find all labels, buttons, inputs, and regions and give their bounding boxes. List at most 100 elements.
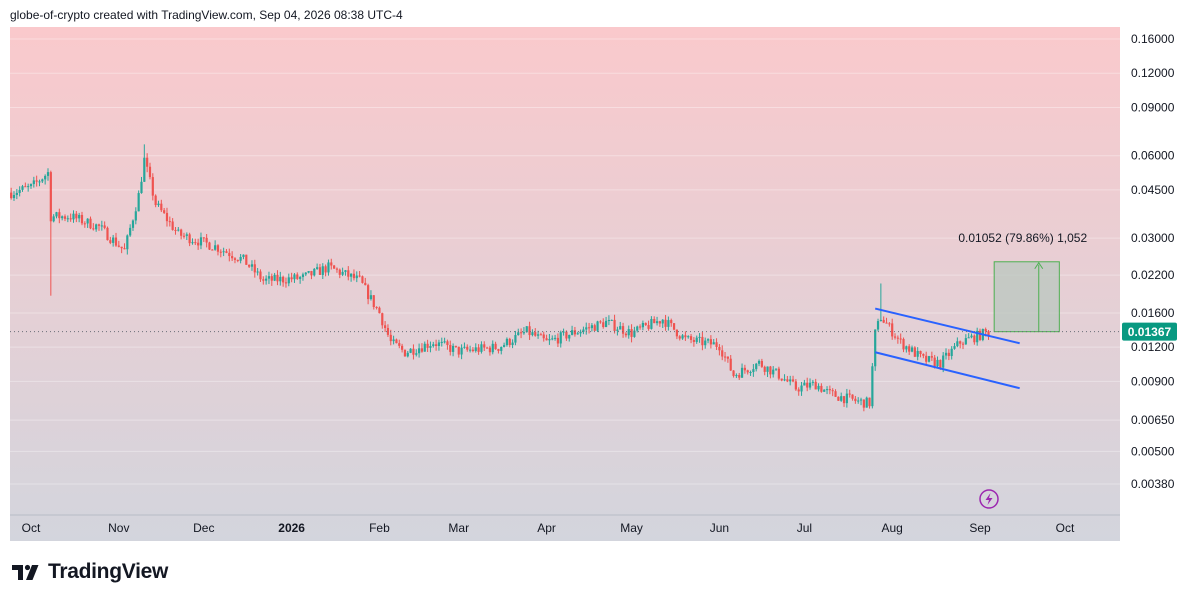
- candle-down: [384, 321, 387, 332]
- candle-up: [576, 331, 579, 335]
- candle-body: [429, 346, 432, 348]
- candle-body: [630, 329, 633, 337]
- x-tick-label: Jul: [797, 521, 812, 535]
- candle-down: [395, 338, 398, 344]
- candle-body: [820, 385, 823, 392]
- candle-up: [27, 183, 30, 192]
- candle-down: [485, 346, 489, 349]
- candle-up: [66, 215, 69, 223]
- candle-up: [307, 271, 310, 274]
- candle-body: [154, 195, 157, 206]
- candle-body: [276, 274, 279, 282]
- candle-down: [828, 385, 831, 395]
- candle-body: [562, 331, 565, 333]
- candle-up: [568, 334, 571, 342]
- candle-down: [488, 345, 492, 356]
- candle-body: [834, 391, 837, 397]
- candle-body: [723, 356, 727, 358]
- candle-up: [823, 389, 826, 392]
- candle-body: [457, 346, 460, 355]
- candle-body: [205, 237, 208, 243]
- candle-up: [299, 275, 302, 284]
- candle-down: [684, 331, 687, 341]
- candle-body: [721, 350, 724, 357]
- candle-up: [500, 346, 503, 355]
- tradingview-brand[interactable]: TradingView: [12, 560, 168, 584]
- candle-body: [341, 271, 344, 275]
- current-price-badge[interactable]: [1122, 322, 1177, 341]
- candle-body: [58, 212, 61, 219]
- lightning-icon[interactable]: [979, 489, 999, 509]
- candle-body: [435, 344, 438, 346]
- candle-body: [27, 186, 30, 188]
- candle-down: [899, 333, 902, 344]
- candle-down: [106, 226, 109, 241]
- candle-body: [774, 368, 778, 370]
- candle-down: [49, 170, 52, 296]
- candle-up: [616, 326, 619, 336]
- candle-body: [463, 346, 466, 348]
- candle-down: [389, 329, 392, 346]
- candle-body: [180, 229, 183, 236]
- candle-down: [211, 249, 214, 251]
- current-price-text: 0.01367: [1128, 325, 1172, 339]
- candle-body: [327, 262, 330, 273]
- candle-body: [418, 348, 421, 354]
- channel-upper-line[interactable]: [874, 307, 1020, 345]
- candle-down: [519, 328, 523, 339]
- candle-up: [704, 337, 707, 349]
- candle-up: [44, 174, 47, 185]
- candle-up: [698, 333, 701, 343]
- candle-body: [372, 295, 375, 307]
- candle-up: [418, 343, 421, 358]
- candle-body: [497, 349, 500, 351]
- candle-body: [52, 216, 55, 222]
- candle-down: [497, 348, 500, 354]
- candle-body: [352, 273, 356, 279]
- candle-body: [318, 267, 322, 275]
- candle-up: [800, 381, 803, 396]
- candle-body: [301, 274, 305, 278]
- channel-lower-line[interactable]: [874, 351, 1020, 390]
- candle-up: [845, 388, 848, 408]
- plot-area[interactable]: [10, 27, 1120, 541]
- candle-body: [420, 348, 424, 352]
- candle-up: [811, 379, 814, 386]
- candle-down: [151, 173, 154, 201]
- candle-body: [335, 268, 339, 270]
- candle-down: [947, 349, 950, 361]
- candle-down: [231, 251, 234, 262]
- candle-body: [709, 339, 712, 345]
- candle-up: [131, 219, 135, 231]
- candle-up: [964, 334, 967, 345]
- candle-body: [902, 338, 905, 350]
- candle-up: [570, 325, 574, 336]
- candle-up: [817, 383, 820, 392]
- candle-body: [837, 396, 840, 401]
- candle-body: [729, 358, 732, 371]
- candle-body: [134, 211, 137, 221]
- candle-down: [721, 345, 724, 361]
- candle-body: [208, 242, 211, 250]
- candle-down: [310, 270, 313, 280]
- measure-box[interactable]: [993, 261, 1060, 333]
- candle-body: [474, 347, 477, 352]
- candle-up: [279, 271, 282, 286]
- candle-body: [333, 265, 336, 269]
- candle-down: [174, 226, 177, 235]
- candle-down: [262, 276, 265, 285]
- candle-down: [284, 277, 288, 288]
- x-tick-label: Oct: [22, 521, 41, 535]
- candle-body: [270, 276, 273, 281]
- candle-body: [616, 329, 619, 331]
- candle-up: [879, 283, 882, 322]
- candle-body: [160, 203, 163, 211]
- candle-down: [296, 272, 299, 280]
- candle-down: [168, 216, 171, 227]
- candle-body: [514, 335, 517, 343]
- candle-down: [228, 248, 231, 262]
- candle-body: [392, 339, 395, 342]
- y-tick-label: 0.00900: [1131, 374, 1175, 388]
- candle-down: [194, 238, 197, 246]
